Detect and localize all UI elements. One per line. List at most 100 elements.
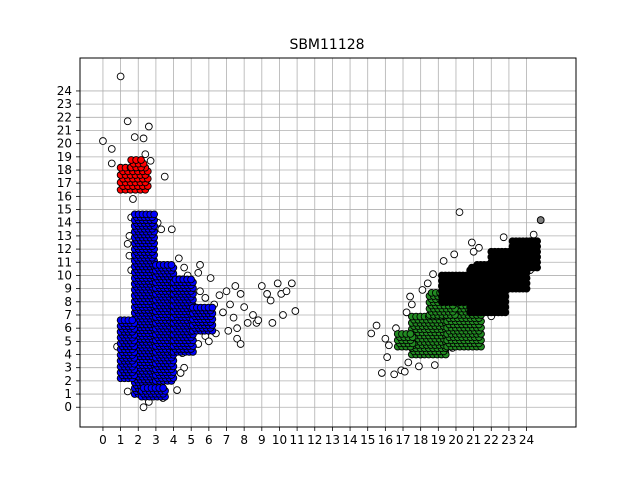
x-tick-label: 1 (117, 433, 125, 447)
outlier-point (116, 72, 125, 81)
outlier-point (99, 137, 107, 145)
y-tick-label: 24 (57, 84, 72, 98)
outlier-point (226, 300, 234, 309)
outlier-point (196, 287, 204, 296)
outlier-point (233, 324, 241, 333)
outlier-point (139, 134, 148, 143)
outlier-point (141, 150, 150, 159)
outlier-point (107, 145, 116, 153)
outlier-point (287, 279, 296, 288)
outlier-point (123, 117, 132, 126)
y-tick-label: 13 (57, 229, 72, 243)
chart-title: SBM11128 (289, 37, 364, 53)
outlier-point (129, 195, 137, 203)
outlier-point (201, 294, 210, 302)
x-tick-label: 14 (342, 433, 357, 447)
x-tick-label: 21 (466, 433, 481, 447)
outlier-point (249, 311, 257, 319)
x-tick-label: 12 (307, 433, 322, 447)
outlier-point (415, 362, 423, 371)
y-tick-label: 5 (64, 334, 72, 348)
outlier-point (144, 122, 153, 131)
y-tick-label: 3 (64, 361, 72, 375)
outlier-point (196, 261, 204, 269)
cluster-1-point (167, 261, 176, 269)
plot-frame (79, 57, 577, 428)
outlier-point (173, 386, 181, 394)
x-tick-label: 17 (395, 433, 410, 447)
cluster-3-point (494, 261, 503, 269)
outlier-point (377, 369, 386, 377)
outlier-point (240, 303, 249, 311)
outlier-point (254, 316, 263, 325)
outlier-point (282, 287, 291, 296)
cluster-1-point (187, 275, 195, 284)
cluster-3-point (533, 237, 542, 246)
outlier-point (385, 341, 393, 350)
y-tick-label: 10 (57, 268, 72, 282)
outlier-point (157, 225, 166, 234)
outlier-point (222, 287, 231, 296)
outlier-point (404, 358, 413, 367)
cluster-1-point (208, 303, 217, 312)
outlier-point (430, 361, 439, 369)
x-tick-label: 8 (240, 433, 248, 447)
outlier-point (257, 282, 266, 290)
outlier-point (224, 326, 233, 335)
x-tick-label: 5 (187, 433, 195, 447)
x-tick-label: 6 (205, 433, 213, 447)
outlier-point (273, 279, 282, 288)
x-tick-label: 11 (289, 433, 304, 447)
x-tick-label: 16 (378, 433, 393, 447)
y-tick-label: 18 (57, 163, 72, 177)
x-tick-label: 7 (223, 433, 231, 447)
y-tick-label: 17 (57, 176, 72, 190)
outlier-point (219, 308, 227, 317)
outlier-point (206, 274, 215, 282)
x-tick-label: 9 (258, 433, 266, 447)
y-tick-label: 7 (64, 308, 72, 322)
y-tick-label: 15 (57, 203, 72, 217)
outlier-point (180, 363, 188, 372)
outlier-point (468, 238, 476, 247)
outlier-point (146, 156, 155, 165)
y-tick-label: 23 (57, 97, 72, 111)
outlier-point (372, 321, 381, 330)
outlier-point (406, 292, 414, 301)
y-tick-label: 21 (57, 123, 72, 137)
outlier-point (469, 247, 478, 256)
y-tick-label: 9 (64, 282, 72, 296)
special-point (536, 216, 545, 224)
outlier-point (418, 286, 427, 294)
outlier-point (529, 230, 538, 239)
outlier-point (268, 319, 277, 327)
outlier-point (107, 159, 116, 168)
outlier-point (123, 239, 132, 248)
y-tick-label: 1 (64, 387, 72, 401)
x-tick-label: 19 (431, 433, 446, 447)
cluster-2-point (406, 330, 415, 338)
y-tick-label: 19 (57, 150, 72, 164)
y-tick-label: 2 (64, 374, 72, 388)
outlier-point (291, 307, 300, 315)
x-tick-label: 15 (360, 433, 375, 447)
x-tick-label: 22 (484, 433, 499, 447)
outlier-point (475, 243, 483, 252)
y-tick-label: 20 (57, 137, 72, 151)
outlier-point (263, 290, 271, 298)
outlier-point (423, 279, 432, 288)
x-tick-label: 0 (99, 433, 107, 447)
outlier-point (266, 296, 275, 305)
x-axis: 0 1 2 3 4 5 6 7 8 9 10 11 12 13 14 15 16 17 18 19 20 21 22 23 24 (99, 427, 534, 447)
y-tick-label: 4 (64, 348, 72, 362)
cluster-1-point (159, 384, 167, 392)
outlier-point (390, 370, 399, 379)
cluster-1-point (150, 210, 158, 219)
outlier-point (130, 133, 139, 141)
y-tick-label: 8 (64, 295, 72, 309)
outlier-point (215, 291, 224, 300)
outlier-point (205, 337, 213, 346)
outlier-point (429, 270, 437, 278)
x-tick-label: 18 (413, 433, 428, 447)
